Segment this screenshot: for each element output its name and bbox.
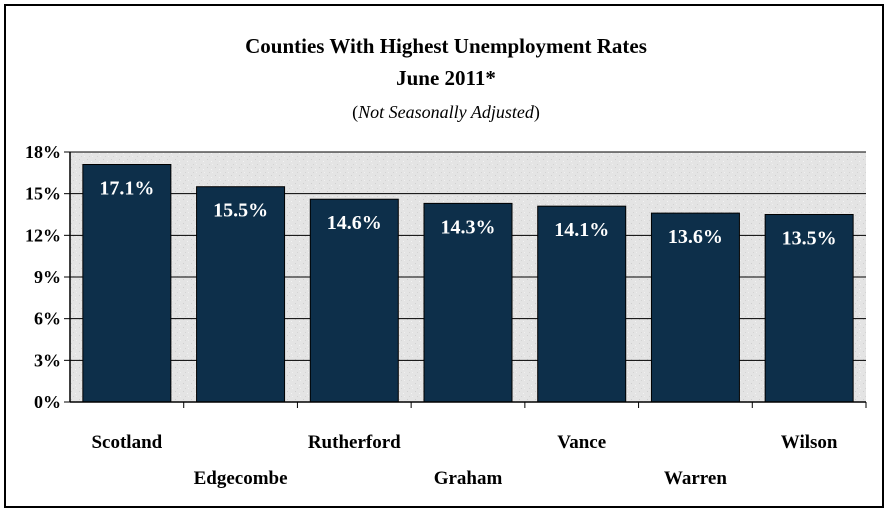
data-label: 14.6%: [327, 212, 382, 234]
bar-chart: 0% 3% 6% 9% 12% 15% 18% 17.1% Scotland 15.5% Edgec…: [25, 142, 867, 489]
x-tick-label: Edgecombe: [194, 468, 288, 489]
chart-title: Counties With Highest Unemployment Rates: [245, 34, 647, 58]
bar: [423, 202, 513, 403]
chart-note-open-paren: (: [352, 102, 359, 122]
data-label: 13.6%: [668, 226, 723, 248]
y-tick-label: 18%: [25, 142, 61, 162]
labels: 0% 3% 6% 9% 12% 15% 18% 17.1% Scotland 15.5% Edgec…: [25, 142, 838, 489]
bars: [82, 164, 854, 403]
bar: [196, 186, 286, 403]
x-tick-label: Wilson: [781, 432, 838, 453]
bar: [650, 212, 740, 403]
x-tick-label: Rutherford: [308, 432, 401, 453]
data-label: 13.5%: [782, 228, 837, 250]
axes: [64, 151, 867, 408]
chart-subtitle: June 2011*: [396, 66, 496, 90]
y-tick-label: 12%: [25, 225, 61, 245]
data-label: 15.5%: [213, 200, 268, 222]
bar: [764, 214, 854, 403]
x-tick-label: Vance: [557, 432, 606, 453]
chart-note: (Not Seasonally Adjusted): [6, 102, 886, 123]
x-tick-label: Graham: [434, 468, 503, 489]
y-tick-label: 0%: [34, 392, 61, 412]
chart-frame: Counties With Highest Unemployment Rates…: [4, 4, 884, 508]
data-label: 17.1%: [99, 178, 154, 200]
chart-note-close-paren: ): [533, 102, 540, 122]
y-tick-label: 6%: [34, 309, 61, 329]
bar: [82, 164, 172, 403]
x-tick-label: Warren: [664, 468, 727, 489]
y-tick-label: 15%: [25, 184, 61, 204]
data-label: 14.3%: [441, 216, 496, 238]
y-tick-label: 3%: [34, 350, 61, 370]
data-label: 14.1%: [554, 219, 609, 241]
y-tick-label: 9%: [34, 267, 61, 287]
chart-note-text: Not Seasonally Adjusted: [358, 102, 534, 122]
x-tick-label: Scotland: [91, 432, 162, 453]
